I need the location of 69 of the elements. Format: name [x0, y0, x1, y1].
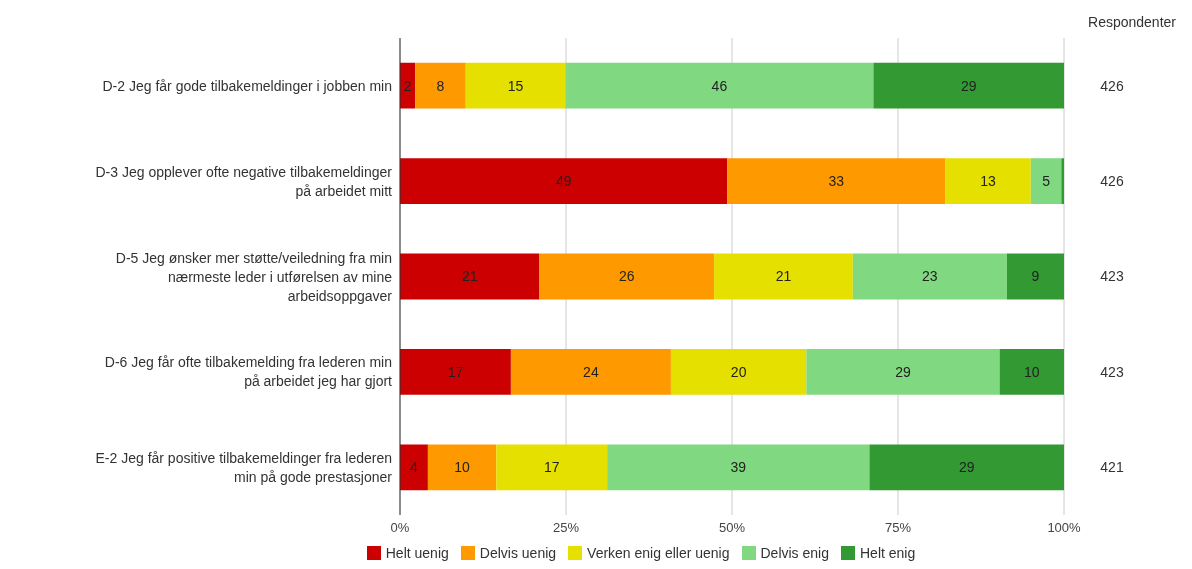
x-tick-label: 75%	[884, 520, 912, 536]
data-label: 17	[543, 459, 560, 476]
y-tick-label: E-2 Jeg får positive tilbakemeldinger fra lederen min på gode prestasjoner	[95, 449, 393, 485]
bar	[539, 253, 715, 300]
bar	[400, 158, 728, 204]
data-label: 49	[555, 173, 572, 190]
bar	[415, 62, 466, 109]
text: Respondenter	[1088, 14, 1176, 30]
bar	[714, 253, 853, 300]
bar	[427, 444, 497, 491]
bar	[999, 349, 1064, 395]
data-label: 23	[922, 268, 938, 285]
legend-label: Delvis enig	[760, 545, 829, 561]
bar	[1030, 158, 1062, 204]
legend-label: Delvis uenig	[479, 545, 557, 561]
bar	[852, 253, 1007, 300]
data-label: 10	[454, 459, 471, 476]
y-tick-label: D-5 Jeg ønsker mer støtte/veiledning fra min nærmeste leder i utførelsen av mine arbeidsoppgaver	[115, 249, 393, 304]
y-tick-label: D-2 Jeg får gode tilbakemeldinger i jobben min	[102, 77, 392, 94]
data-label: 17	[447, 363, 464, 380]
text: 426	[1100, 77, 1124, 94]
data-label: 29	[960, 77, 977, 94]
data-label: 10	[1024, 363, 1040, 380]
data-label: 46	[711, 77, 728, 94]
bar	[496, 444, 608, 491]
bar	[400, 444, 428, 491]
y-tick-label: D-3 Jeg opplever ofte negative tilbakemeldinger på arbeidet mitt	[95, 163, 393, 199]
data-label: 29	[895, 363, 911, 380]
bar	[670, 349, 807, 395]
data-label: 2	[403, 77, 412, 94]
bar	[400, 253, 540, 300]
bar	[806, 349, 1000, 395]
bar	[1061, 158, 1064, 204]
data-label: 39	[730, 459, 747, 476]
data-label: 15	[507, 77, 524, 94]
text: 426	[1100, 173, 1124, 190]
data-label: 24	[583, 363, 599, 380]
data-label: 21	[775, 268, 792, 285]
bar	[945, 158, 1031, 204]
data-label: 8	[436, 77, 445, 94]
data-label: 33	[828, 173, 845, 190]
legend-label: Helt enig	[859, 545, 916, 561]
bar	[510, 349, 671, 395]
data-label: 29	[958, 459, 975, 476]
text: 421	[1100, 459, 1124, 476]
data-label: 13	[980, 173, 996, 190]
data-label: 4	[410, 459, 419, 476]
bar	[1006, 253, 1064, 300]
x-tick-label: 100%	[1047, 520, 1082, 536]
x-tick-label: 0%	[390, 520, 410, 536]
legend-label: Helt uenig	[385, 545, 449, 561]
bar	[565, 62, 874, 109]
bar	[465, 62, 566, 109]
text: 423	[1100, 363, 1124, 380]
data-label: 21	[461, 268, 478, 285]
data-label: 20	[730, 363, 747, 380]
bar	[607, 444, 870, 491]
bar	[869, 444, 1064, 491]
x-tick-label: 50%	[718, 520, 746, 536]
x-tick-label: 25%	[552, 520, 580, 536]
bar	[727, 158, 946, 204]
data-label: 9	[1031, 268, 1040, 285]
data-label: 26	[618, 268, 635, 285]
text: 423	[1100, 268, 1124, 285]
data-label: 5	[1042, 173, 1051, 190]
bar	[400, 349, 511, 395]
legend-label: Verken enig eller uenig	[587, 545, 730, 561]
y-tick-label: D-6 Jeg får ofte tilbakemelding fra lederen min på arbeidet jeg har gjort	[104, 354, 393, 390]
bar	[873, 62, 1064, 109]
